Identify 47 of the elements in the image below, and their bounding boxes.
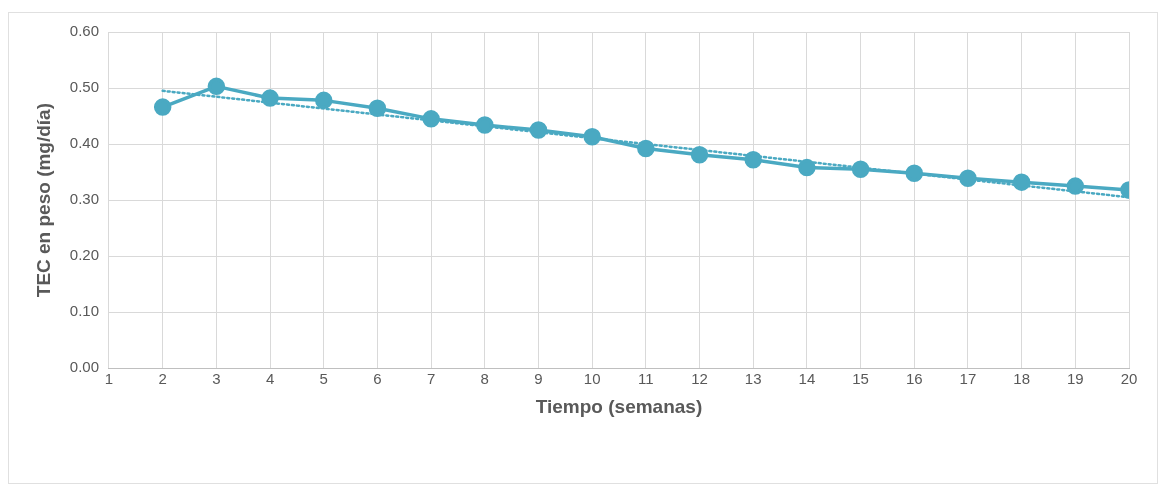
point [690, 145, 709, 164]
point [529, 121, 548, 139]
y-tick-label: 0.50 [69, 78, 99, 96]
x-tick-label: 20 [1120, 370, 1138, 388]
point [207, 77, 226, 96]
y-tick-label: 0.10 [69, 302, 99, 320]
point [1012, 173, 1031, 191]
x-tick-label: 7 [426, 370, 436, 388]
point [476, 116, 494, 134]
point [368, 99, 387, 117]
point [261, 89, 279, 107]
point [583, 128, 601, 146]
x-tick-label: 9 [534, 370, 543, 388]
point [851, 160, 870, 179]
x-tick-label: 2 [158, 370, 167, 388]
x-tick-label: 5 [319, 370, 328, 388]
y-tick-label: 0.20 [69, 246, 99, 264]
x-tick-label: 1 [104, 370, 114, 388]
point [1066, 177, 1085, 195]
x-tick-label: 12 [691, 370, 708, 388]
point [153, 98, 172, 116]
point [637, 139, 655, 158]
point [905, 164, 924, 182]
y-tick-label: 0.00 [69, 358, 99, 376]
x-tick-label: 6 [373, 370, 382, 388]
x-tick-label: 4 [265, 370, 275, 388]
x-tick-label: 18 [1013, 370, 1030, 388]
x-tick-label: 15 [852, 370, 869, 388]
point [798, 158, 816, 177]
x-tick-label: 8 [480, 370, 489, 388]
point [959, 169, 977, 187]
x-tick-label: 19 [1066, 370, 1084, 388]
x-tick-label: 11 [638, 370, 654, 388]
y-tick-label: 0.60 [69, 22, 99, 40]
x-tick-label: 10 [583, 370, 601, 388]
x-tick-label: 17 [959, 370, 977, 388]
x-tick-label: 14 [798, 370, 816, 388]
x-tick-label: 13 [744, 370, 762, 388]
point [422, 110, 440, 128]
point [314, 91, 333, 110]
y-axis-title: TEC en peso (mg/día) [32, 102, 54, 298]
y-tick-label: 0.40 [69, 134, 99, 152]
x-axis-title: Tiempo (semanas) [535, 395, 703, 417]
x-tick-label: 16 [905, 370, 923, 388]
point [744, 151, 762, 169]
x-tick-label: 3 [212, 370, 221, 388]
y-tick-label: 0.30 [69, 190, 99, 208]
